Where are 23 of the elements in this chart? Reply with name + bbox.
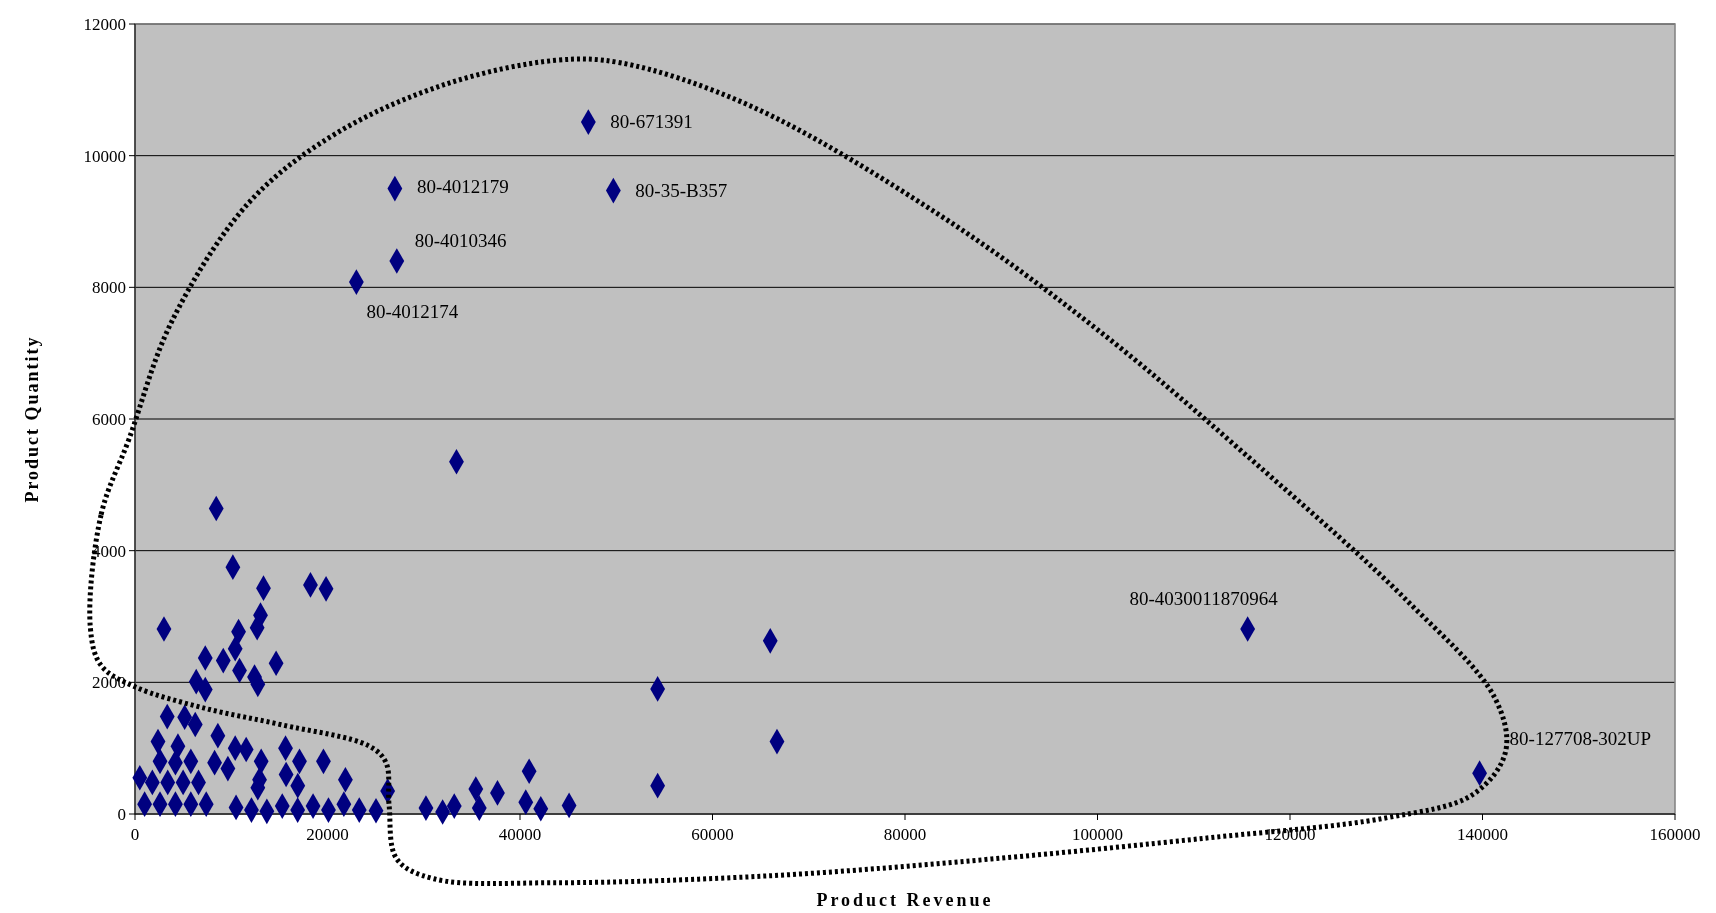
x-tick-label: 0 — [130, 825, 140, 844]
y-tick-label: 0 — [117, 804, 126, 824]
annotation: 80-4012174 — [366, 301, 459, 323]
annotation: 80-671391 — [610, 111, 693, 133]
y-tick-label: 4000 — [92, 541, 126, 561]
x-tick-label: 20000 — [306, 825, 349, 844]
y-tick-label: 12000 — [83, 14, 126, 34]
y-axis-title: Product Quantity — [22, 335, 42, 503]
x-tick-label: 140000 — [1457, 825, 1508, 844]
x-axis-title: Product Revenue — [816, 890, 994, 910]
annotation: 80-4010346 — [414, 230, 507, 251]
x-tick-label: 40000 — [498, 825, 542, 844]
annotation: 80-4012179 — [416, 175, 509, 197]
x-tick-label: 100000 — [1072, 825, 1123, 844]
x-tick-label: 160000 — [1649, 825, 1701, 844]
annotation: 80-35-B357 — [635, 179, 728, 201]
y-tick-label: 6000 — [92, 409, 126, 429]
x-tick-label: 60000 — [691, 825, 734, 844]
annotation: 80-127708-302UP — [1509, 728, 1652, 750]
annotation: 80-4030011870964 — [1129, 588, 1279, 610]
y-tick-label: 10000 — [83, 146, 126, 166]
y-tick-label: 8000 — [92, 278, 126, 298]
x-tick-label: 80000 — [883, 825, 927, 844]
